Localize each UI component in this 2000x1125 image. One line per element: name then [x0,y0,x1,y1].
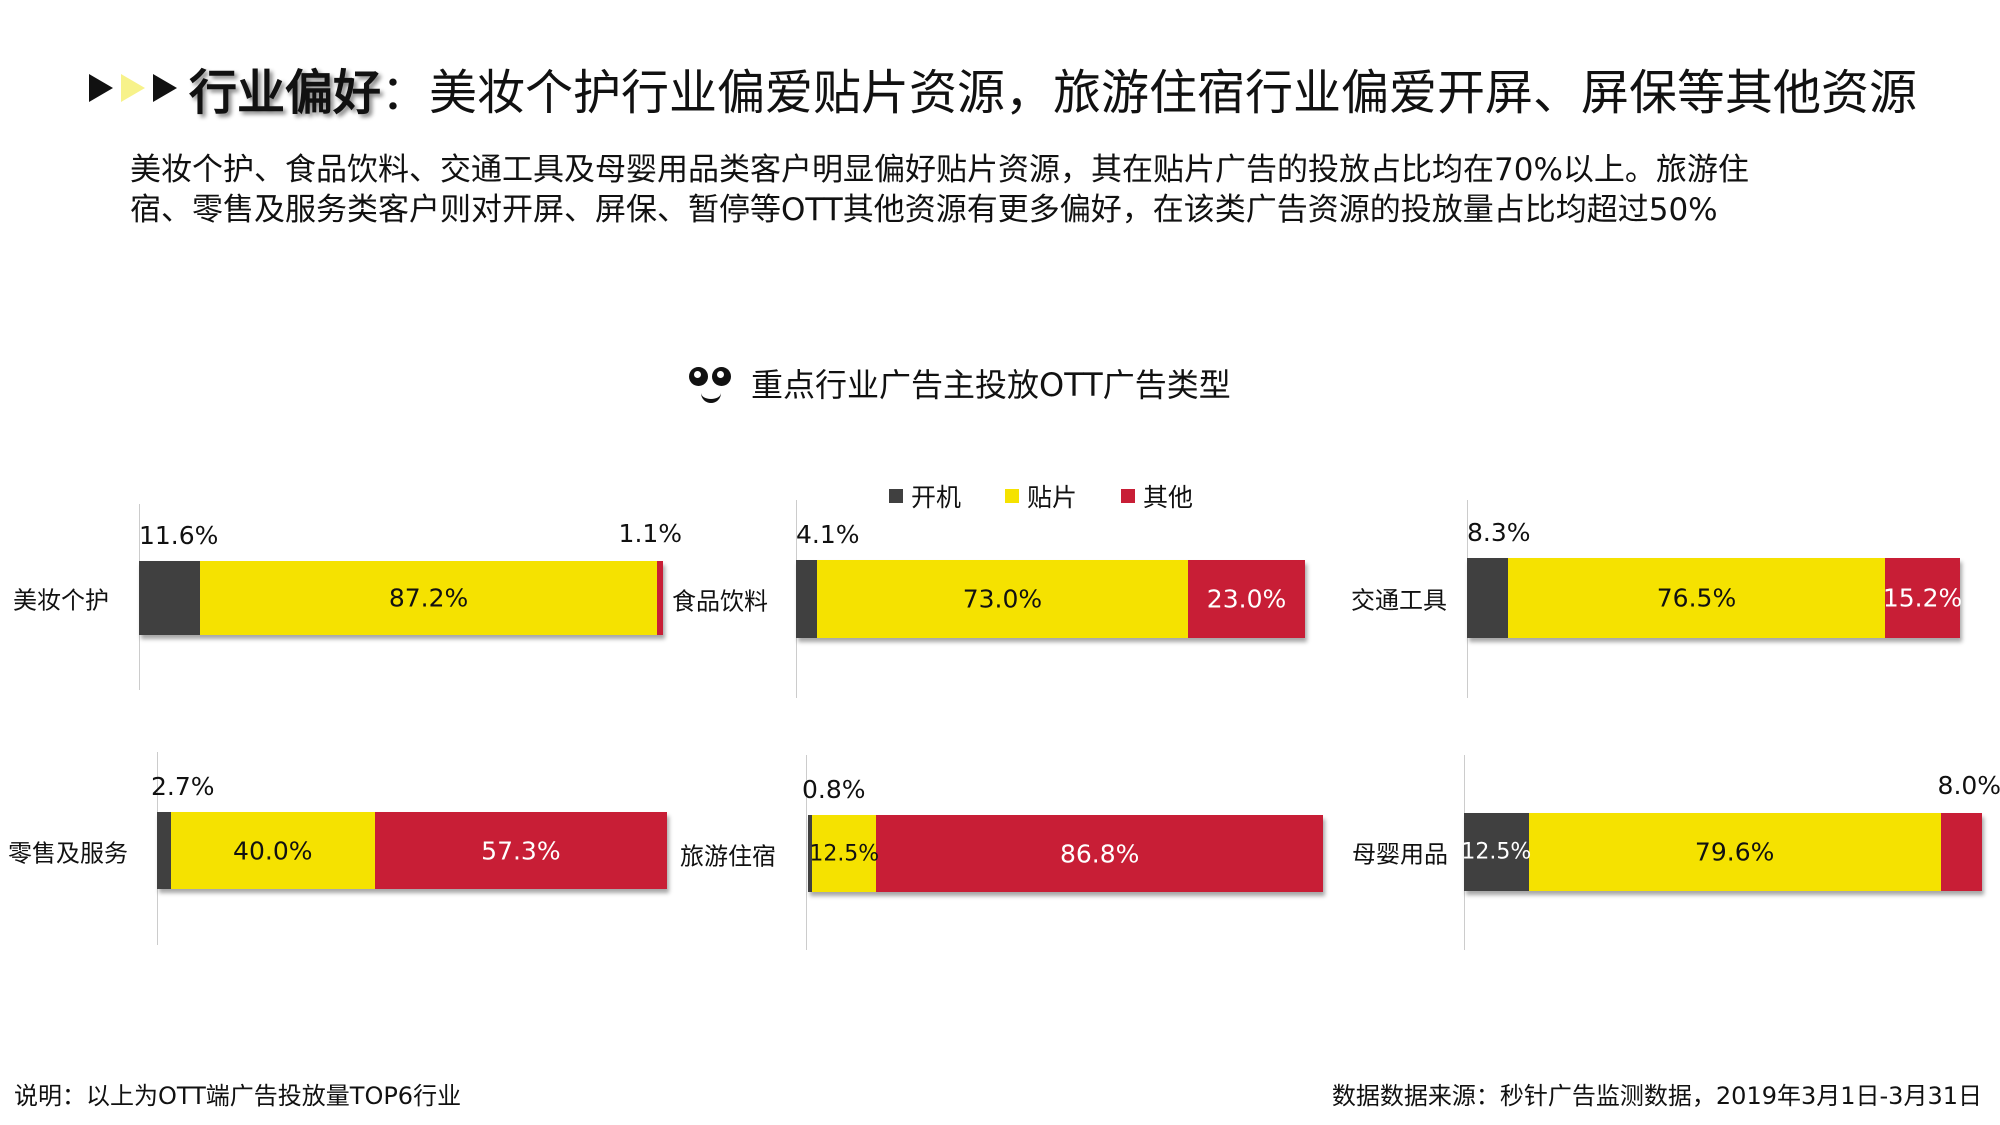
data-label: 73.0% [962,584,1043,614]
bar-segment-tiepian [1528,813,1941,891]
paragraph-line: 宿、零售及服务类客户则对开屏、屏保、暂停等OTT其他资源有更多偏好，在该类广告资… [130,192,1718,228]
data-label: 87.2% [388,583,469,613]
legend-label: 开机 [911,483,962,512]
stacked-bar [808,815,1323,892]
data-label: 12.5% [809,841,880,866]
face-icon [689,363,733,403]
data-label: 1.1% [618,519,683,548]
bar-segment-qita [1885,558,1960,638]
legend-item: 贴片 [1005,478,1077,514]
legend-item: 其他 [1121,478,1193,514]
arrow-icon [89,74,113,102]
legend-swatch [1005,489,1020,503]
legend-label: 其他 [1143,483,1194,512]
legend-swatch [889,489,903,503]
data-label: 8.0% [1937,771,2000,800]
paragraph-line: 美妆个护、食品饮料、交通工具及母婴用品类客户明显偏好贴片资源，其在贴片广告的投放… [130,152,1749,188]
category-label: 美妆个护 [13,586,109,615]
bar-segment-tiepian [1507,558,1886,638]
summary-paragraph: 美妆个护、食品饮料、交通工具及母婴用品类客户明显偏好贴片资源，其在贴片广告的投放… [130,150,1930,230]
bar-segment-kaiji [796,560,817,638]
bar-segment-qita [1188,560,1305,638]
category-label: 零售及服务 [8,839,128,867]
legend-label: 贴片 [1027,483,1078,512]
bar-segment-kaiji [1464,813,1529,891]
stacked-bar [157,812,667,889]
data-label: 8.3% [1467,518,1531,547]
stacked-bar [139,561,663,635]
data-label: 79.6% [1694,837,1775,867]
data-label: 57.3% [481,836,561,865]
data-label: 11.6% [139,521,219,550]
data-label: 4.1% [796,520,860,549]
legend-item: 开机 [889,478,961,514]
bar-segment-kaiji [1467,558,1508,638]
axis-line [806,755,807,950]
bar-segment-qita [374,812,667,889]
title-rest: ：美妆个护行业偏爱贴片资源，旅游住宿行业偏爱开屏、屏保等其他资源 [381,65,1918,121]
data-label: 15.2% [1882,583,1963,613]
category-label: 旅游住宿 [680,842,776,870]
data-label: 23.0% [1206,584,1287,614]
bar-segment-tiepian [816,560,1189,638]
arrow-icon [121,74,145,102]
stacked-bar [1467,558,1960,638]
category-label: 母婴用品 [1352,840,1448,869]
arrow-icon [153,74,177,102]
chart-title: 重点行业广告主投放OTT广告类型 [689,360,1231,406]
chart-title-text: 重点行业广告主投放OTT广告类型 [751,366,1231,404]
bar-segment-kaiji [808,815,813,892]
data-label: 2.7% [151,772,215,801]
bar-segment-qita [657,561,663,635]
bar-segment-qita [1940,813,1982,891]
legend: 开机 贴片 其他 [889,478,1193,514]
category-label: 交通工具 [1351,586,1447,615]
data-label: 76.5% [1656,583,1737,613]
bar-segment-qita [876,815,1323,892]
title-bold: 行业偏好 [189,65,382,121]
stacked-bar [1464,813,1982,891]
bar-segment-tiepian [812,815,877,892]
category-label: 食品饮料 [672,587,768,616]
bar-segment-tiepian [199,561,658,635]
legend-swatch [1121,489,1136,503]
bar-segment-kaiji [139,561,200,635]
data-label: 12.5% [1461,839,1532,865]
footnote: 说明：以上为OTT端广告投放量TOP6行业 [14,1082,462,1110]
data-label: 86.8% [1059,839,1140,868]
data-source: 数据数据来源：秒针广告监测数据，2019年3月1日-3月31日 [1331,1082,1982,1110]
data-label: 40.0% [233,836,313,865]
page-title: 行业偏好 ：美妆个护行业偏爱贴片资源，旅游住宿行业偏爱开屏、屏保等其他资源 [89,58,1917,121]
data-label: 0.8% [802,775,866,804]
bar-segment-tiepian [170,812,375,889]
bar-segment-kaiji [157,812,171,889]
stacked-bar [796,560,1305,638]
